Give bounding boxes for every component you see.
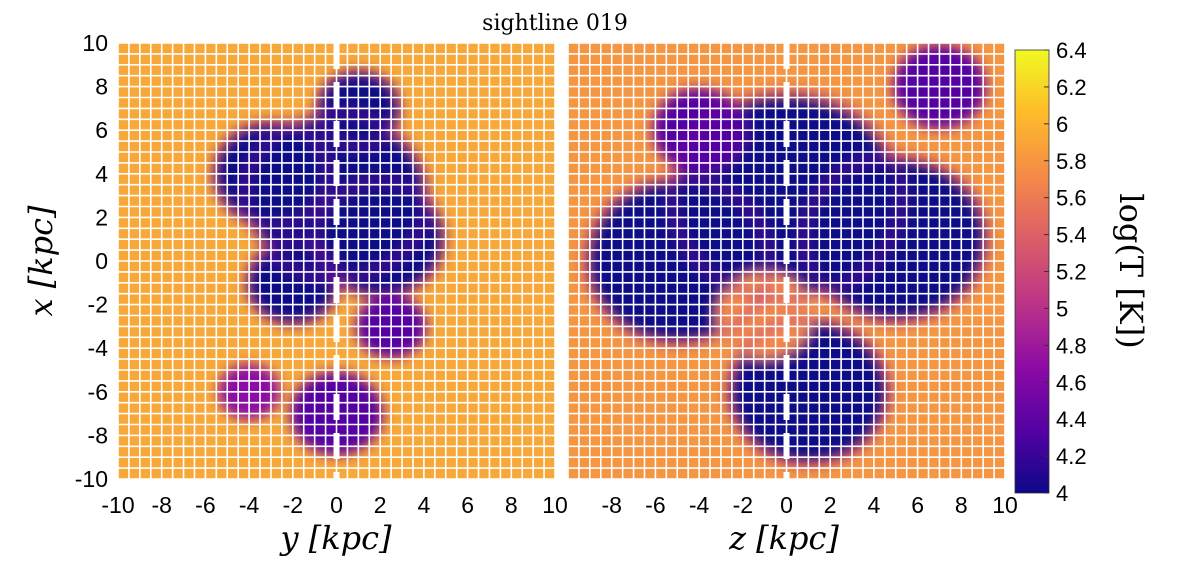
colorbar-gradient — [1014, 49, 1050, 494]
panel-left-yticks: 10 8 6 4 2 0 -2 -4 -6 -8 -10 — [75, 30, 108, 492]
colorbar-tick-label: 4.6 — [1056, 370, 1087, 395]
y-tick-label: -6 — [88, 379, 108, 405]
y-tick-label: -8 — [88, 422, 108, 448]
x-tick-label: 4 — [868, 492, 881, 518]
colorbar-tick-label: 4.2 — [1056, 444, 1087, 469]
x-tick-label: 0 — [780, 492, 793, 518]
x-tick-label: -4 — [689, 492, 710, 518]
colorbar-tick-label: 6.4 — [1056, 38, 1087, 63]
x-tick-label: 8 — [505, 492, 518, 518]
x-tick-label: -8 — [601, 492, 621, 518]
x-tick-label: -2 — [733, 492, 753, 518]
x-tick-label: -6 — [645, 492, 665, 518]
colorbar-tick-label: 4 — [1056, 481, 1068, 506]
x-tick-label: 4 — [418, 492, 431, 518]
x-tick-label: -6 — [195, 492, 215, 518]
y-tick-label: 0 — [95, 248, 108, 274]
y-tick-label: -4 — [88, 335, 109, 361]
y-tick-label: 10 — [82, 30, 108, 56]
panel-left-xticks: -10 -8 -6 -4 -2 0 2 4 6 8 10 — [101, 492, 567, 518]
colorbar-tick-label: 6 — [1056, 112, 1068, 137]
colorbar-tick-label: 6.2 — [1056, 75, 1087, 100]
x-tick-label: 6 — [461, 492, 474, 518]
x-tick-label: -10 — [101, 492, 134, 518]
y-tick-label: -10 — [75, 466, 108, 492]
colorbar-tick-label: 5.8 — [1056, 149, 1087, 174]
chart-title: sightline 019 — [482, 11, 628, 36]
y-tick-label: 6 — [95, 117, 108, 143]
x-tick-label: 10 — [992, 492, 1018, 518]
colorbar-tick-label: 5.6 — [1056, 186, 1087, 211]
x-tick-label: 2 — [374, 492, 387, 518]
y-tick-label: -2 — [88, 292, 108, 318]
panel-left-xlabel: y [kpc] — [278, 519, 392, 557]
panel-left: 10 8 6 4 2 0 -2 -4 -6 -8 -10 -10 -8 -6 -4 -2 0 2 4 6 8 10 y … — [22, 30, 568, 557]
colorbar-tick-label: 4.4 — [1056, 407, 1087, 432]
panel-right-xlabel: z [kpc] — [728, 519, 839, 557]
colorbar-tick-label: 5 — [1056, 296, 1068, 321]
y-tick-label: 4 — [95, 161, 108, 187]
x-tick-label: 8 — [955, 492, 968, 518]
colorbar-tick-label: 5.2 — [1056, 260, 1087, 285]
colorbar-tick-label: 4.8 — [1056, 333, 1087, 358]
panel-left-ylabel: x [kpc] — [22, 205, 60, 317]
colorbar-label: log(T [K]) — [1112, 193, 1150, 348]
y-tick-label: 2 — [95, 204, 108, 230]
x-tick-label: -4 — [239, 492, 260, 518]
colorbar-ticks: 6.4 6.2 6 5.8 5.6 5.4 5.2 5 4.8 4.6 4.4 4.2 4 — [1044, 38, 1087, 506]
x-tick-label: 2 — [824, 492, 837, 518]
panel-right-xticks: -8 -6 -4 -2 0 2 4 6 8 10 — [601, 492, 1017, 518]
colorbar: 6.4 6.2 6 5.8 5.6 5.4 5.2 5 4.8 4.6 4.4 4.2 4 log(T … — [1014, 38, 1150, 506]
x-tick-label: 6 — [911, 492, 924, 518]
y-tick-label: 8 — [95, 74, 108, 100]
colorbar-tick-label: 5.4 — [1056, 223, 1087, 248]
panel-right: -8 -6 -4 -2 0 2 4 6 8 10 z [kpc] — [567, 42, 1018, 557]
x-tick-label: -8 — [151, 492, 171, 518]
x-tick-label: 10 — [542, 492, 568, 518]
x-tick-label: -2 — [283, 492, 303, 518]
x-tick-label: 0 — [330, 492, 343, 518]
